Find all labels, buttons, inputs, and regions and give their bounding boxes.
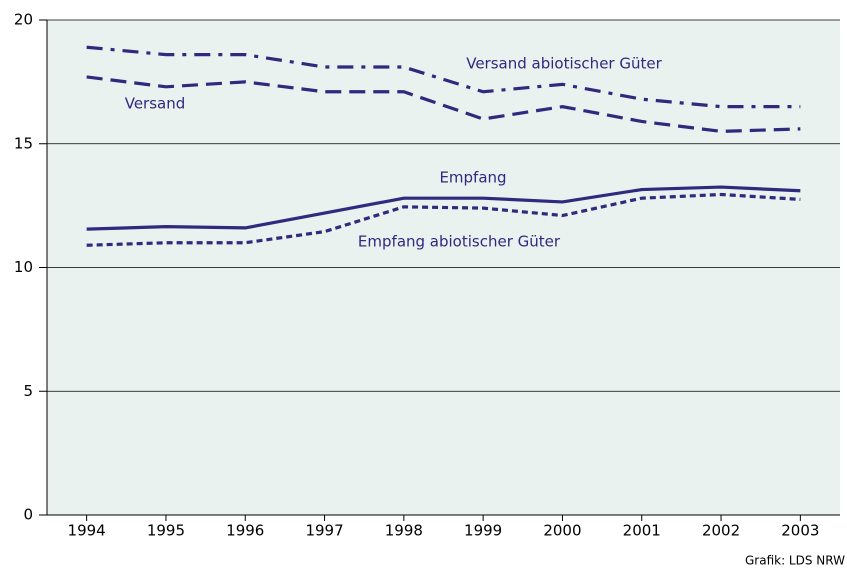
y-tick-label: 10	[14, 258, 33, 276]
x-tick-label: 2001	[623, 522, 661, 540]
series-label: Versand	[125, 95, 186, 113]
y-tick-label: 5	[23, 382, 33, 400]
x-tick-label: 1995	[147, 522, 185, 540]
x-tick-label: 1997	[305, 522, 343, 540]
x-tick-label: 1999	[464, 522, 502, 540]
series-line	[86, 45, 801, 109]
x-tick-label: 1998	[385, 522, 423, 540]
series-label: Empfang	[439, 169, 506, 187]
series-label: Empfang abiotischer Güter	[358, 233, 561, 251]
series-line	[86, 75, 801, 133]
x-tick-label: 2002	[702, 522, 740, 540]
series-label: Versand abiotischer Güter	[466, 55, 662, 73]
x-tick-label: 2000	[543, 522, 581, 540]
y-tick-label: 0	[23, 506, 33, 524]
x-tick-label: 1996	[226, 522, 264, 540]
x-tick-label: 1994	[68, 522, 106, 540]
y-tick-label: 15	[14, 134, 33, 152]
series-line	[86, 192, 801, 247]
source: Grafik: LDS NRW	[745, 554, 845, 568]
y-tick-label: 20	[14, 11, 33, 29]
series-line	[86, 185, 801, 231]
x-tick-label: 2003	[781, 522, 819, 540]
